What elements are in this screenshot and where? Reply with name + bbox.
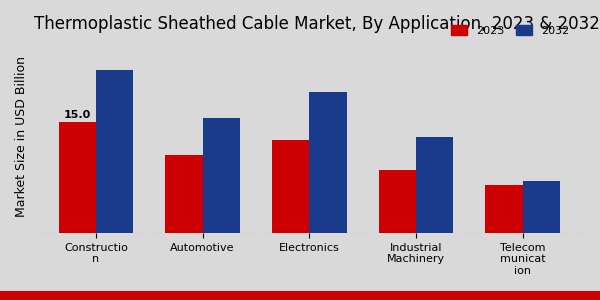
Bar: [59, 122, 96, 233]
Bar: [485, 185, 523, 233]
Bar: [272, 140, 309, 233]
Text: 15.0: 15.0: [64, 110, 91, 119]
Bar: [416, 136, 453, 233]
Bar: [379, 170, 416, 233]
Bar: [96, 70, 133, 233]
Y-axis label: Market Size in USD Billion: Market Size in USD Billion: [15, 56, 28, 217]
Legend: 2023, 2032: 2023, 2032: [446, 21, 574, 40]
Bar: [309, 92, 347, 233]
Text: Thermoplastic Sheathed Cable Market, By Application, 2023 & 2032: Thermoplastic Sheathed Cable Market, By …: [34, 15, 599, 33]
Bar: [165, 155, 203, 233]
Bar: [203, 118, 240, 233]
Bar: [523, 181, 560, 233]
